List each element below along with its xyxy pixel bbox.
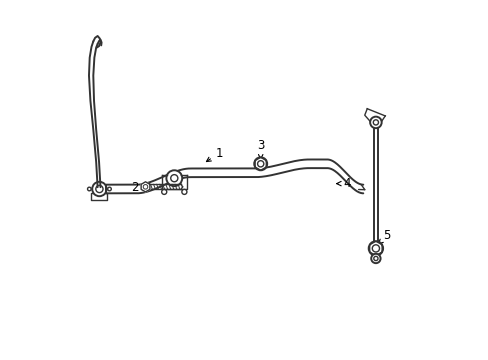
Text: 3: 3 (257, 139, 264, 159)
Circle shape (371, 245, 379, 252)
Circle shape (369, 117, 381, 128)
Circle shape (182, 189, 186, 194)
Circle shape (254, 157, 266, 170)
Text: 5: 5 (377, 229, 389, 244)
Circle shape (162, 189, 166, 194)
Circle shape (257, 161, 263, 167)
Text: 4: 4 (336, 177, 350, 190)
Circle shape (368, 241, 382, 256)
Polygon shape (141, 182, 149, 192)
Text: 2: 2 (131, 181, 148, 194)
Circle shape (166, 170, 182, 186)
Text: 1: 1 (206, 147, 223, 162)
Circle shape (370, 254, 380, 263)
